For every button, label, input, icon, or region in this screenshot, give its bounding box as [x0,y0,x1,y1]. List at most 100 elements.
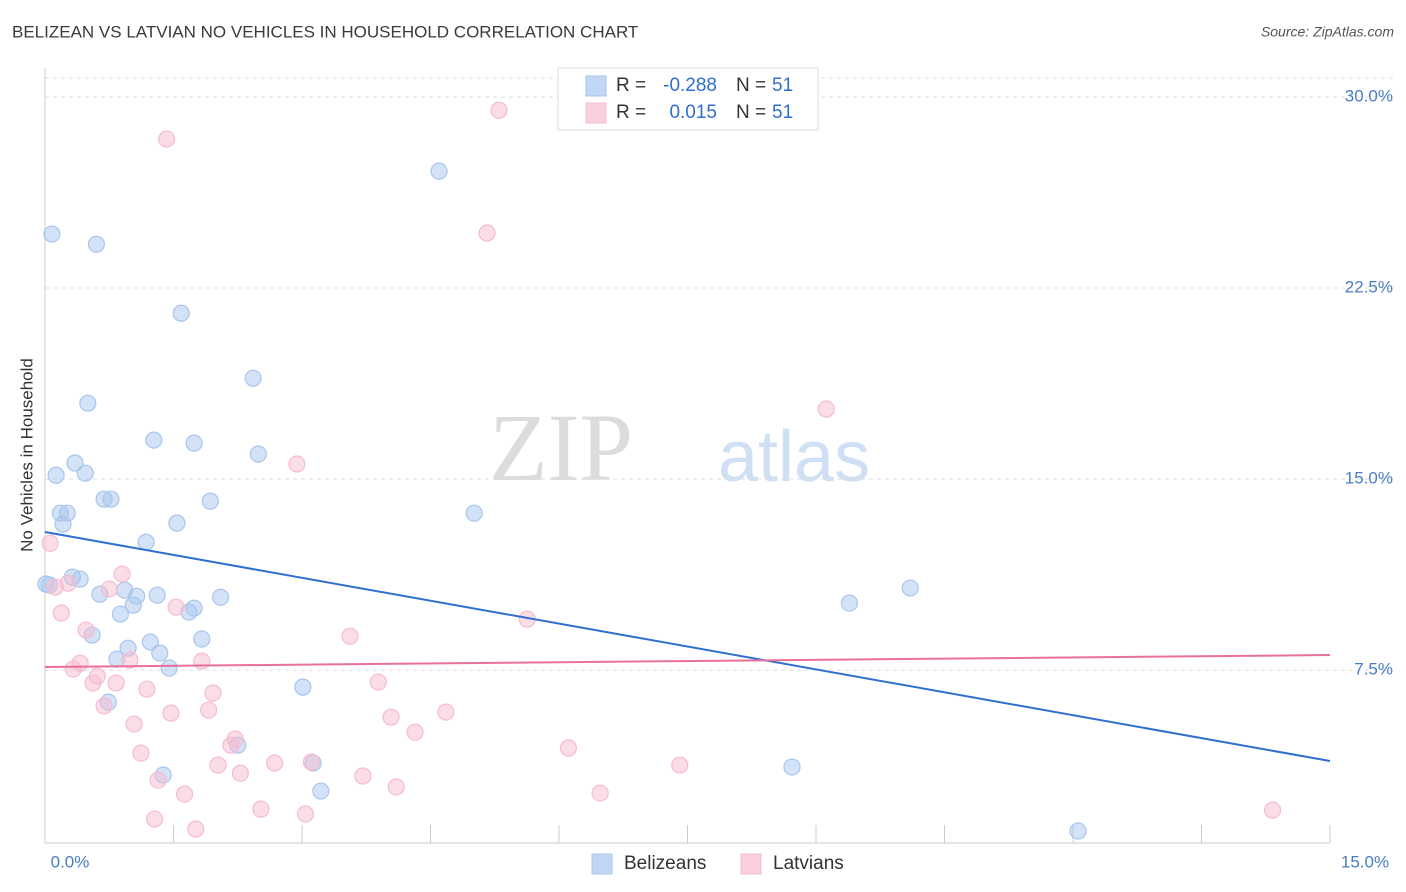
data-point [193,652,211,670]
data-point [87,235,106,253]
data-point [817,400,835,418]
data-point [145,431,163,449]
data-point [151,644,169,662]
y-axis-label: No Vehicles in Household [17,358,36,552]
legend-label: Belizeans [624,853,706,874]
data-point [158,130,176,148]
data-point [369,673,387,691]
data-point [77,621,95,639]
legend-swatch [591,853,613,875]
data-point [79,394,97,412]
data-point [222,736,240,754]
data-point [252,800,270,818]
data-point [43,225,61,243]
x-tick-label: 0.0% [51,852,90,871]
data-point [1069,822,1087,840]
data-point [47,466,65,484]
data-point [591,784,609,802]
legend-r-label: R = [616,102,646,123]
data-point [168,514,186,532]
data-point [141,633,159,651]
data-point [465,504,483,522]
legend-swatch [585,75,607,97]
data-point [66,454,84,472]
data-point [137,533,155,551]
data-point [102,490,120,508]
data-point [54,515,72,533]
data-point [840,594,859,612]
data-point [138,680,156,698]
data-point [132,744,150,762]
y-tick-label: 22.5% [1345,278,1393,297]
data-point [288,455,306,473]
trend-line [44,654,1331,669]
data-point [88,667,106,685]
data-point [187,820,205,838]
data-point [52,604,70,622]
y-tick-label: 7.5% [1354,660,1393,679]
data-point [113,565,131,583]
data-point [124,596,142,614]
y-tick-label: 15.0% [1345,469,1393,488]
data-point [209,756,227,774]
data-point [559,739,578,757]
data-point [231,764,249,782]
data-point [162,704,180,722]
data-point [59,574,77,592]
data-point [302,753,321,771]
data-point [204,684,222,702]
legend-label: Latvians [773,853,844,874]
data-point [387,778,405,796]
legend-swatch [740,853,762,875]
data-point [167,598,185,616]
data-point [490,101,508,119]
y-tick-label: 30.0% [1345,87,1393,106]
data-point [249,445,267,463]
chart-title: BELIZEAN VS LATVIAN NO VEHICLES IN HOUSE… [12,22,638,41]
data-point [111,605,129,623]
data-point [148,586,166,604]
data-point [172,304,190,322]
data-point [671,756,689,774]
data-point [312,782,330,800]
data-point [76,464,94,482]
data-point [41,534,59,552]
data-point [354,767,372,785]
data-point [437,703,455,721]
data-point [382,708,400,726]
data-point [160,659,178,677]
data-point [901,579,919,597]
data-point [406,723,424,741]
data-point [265,754,284,772]
legend-n-value: 51 [772,75,793,96]
data-point [783,758,801,776]
data-point [200,701,218,719]
legend-n-label: N = [736,102,766,123]
trend-line [44,531,1331,762]
data-point [1264,801,1282,819]
x-tick-label: 15.0% [1341,852,1389,871]
data-point [176,785,194,803]
data-point [193,630,211,648]
data-point [341,627,359,645]
data-point [294,678,312,696]
legend-n-value: 51 [772,102,793,123]
data-point [296,805,315,823]
legend-n-label: N = [736,75,766,96]
legend-swatch [585,102,607,124]
data-point [146,810,164,828]
data-point [212,588,230,606]
data-point [125,715,143,733]
legend-r-label: R = [616,75,646,96]
data-point [107,674,125,692]
legend-r-value: -0.288 [663,75,717,96]
data-point [201,492,219,510]
data-point [478,224,496,242]
data-point [71,654,89,672]
data-point [121,651,139,669]
source: Source: ZipAtlas.com [1261,24,1394,40]
data-point [244,369,262,387]
watermark: atlas [718,417,870,497]
data-point [149,771,167,789]
